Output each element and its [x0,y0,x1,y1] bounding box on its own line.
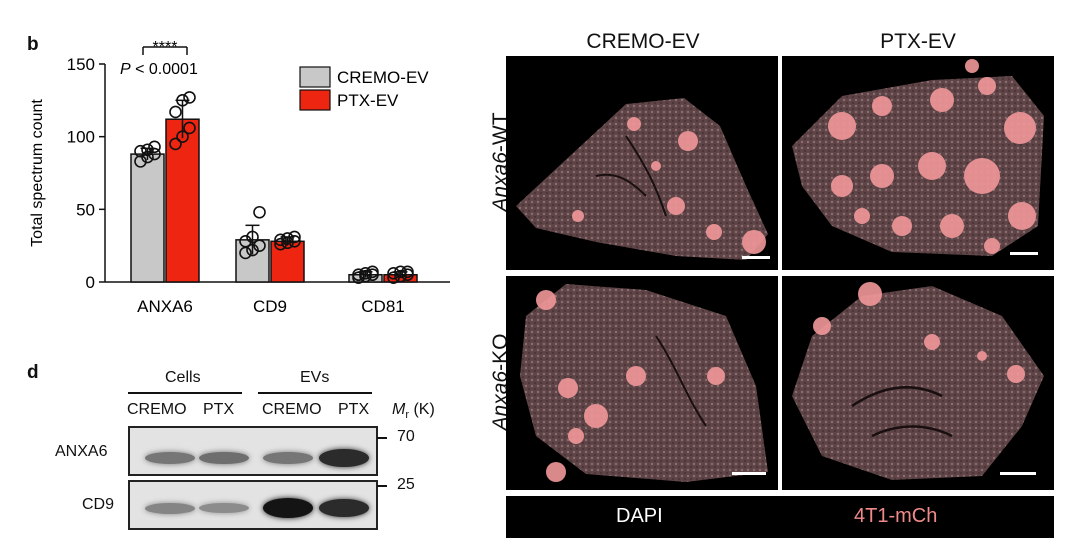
chart-legend: CREMO-EV PTX-EV [299,66,429,111]
blot-band [199,502,249,514]
data-point [176,94,189,107]
blot-band [145,451,195,465]
y-tick-label: 50 [76,200,95,219]
blot-strip-anxa6 [128,426,378,476]
data-point [246,230,259,244]
bar-cremo-ev [130,153,165,283]
scale-bar [742,256,770,259]
scale-bar [1010,252,1038,255]
y-tick-label: 100 [67,128,95,147]
data-point [394,265,407,279]
data-point [366,265,379,279]
blot-band [263,451,313,465]
scale-bar [732,472,766,475]
marker-25: 25 [397,476,415,493]
protein-label-anxa6: ANXA6 [55,443,108,460]
y-tick-label: 150 [67,55,95,74]
group-cells-line [128,392,242,394]
panel-d-letter: d [27,362,39,383]
data-point [288,235,301,248]
lane-label-2: PTX [203,401,235,418]
data-point [148,147,161,161]
legend-label-cremo-ev: CREMO-EV [337,68,429,87]
significance-stars: **** [153,40,178,56]
data-point [183,121,196,135]
data-point [141,143,154,157]
data-point [134,155,147,168]
x-tick-label: CD9 [253,297,287,316]
micrograph-ko-cremo [506,276,778,490]
data-point [134,144,147,158]
mr-symbol: M [392,401,406,418]
data-point [169,137,182,151]
data-point [246,243,259,257]
blot-strip-cd9 [128,480,378,530]
data-point [253,205,266,219]
group-cells-label: Cells [165,369,201,386]
lane-label-4: PTX [338,401,370,418]
blot-band [145,502,195,514]
lung-section-ko-ptx [792,282,1044,480]
blot-band [263,498,313,518]
x-tick-label: ANXA6 [137,297,193,316]
column-header-cremo-ev: CREMO-EV [586,30,700,53]
data-point [352,268,365,282]
blot-band [199,451,249,465]
marker-tick-25 [377,485,387,487]
bar-chart: 0 50 100 150 Total spectrum count ANXA6 CD9 CD8… [29,40,450,316]
stain-legend: DAPI 4T1-mCh [506,496,1054,538]
group-evs-line [258,392,372,394]
micrograph-wt-cremo [506,56,778,270]
data-point [394,269,407,283]
micrograph-wt-ptx [782,56,1054,270]
stain-4t1-mch: 4T1-mCh [854,505,938,527]
marker-tick-70 [377,437,387,439]
stain-dapi: DAPI [616,505,663,527]
lane-label-3: CREMO [262,401,322,418]
blot-band [319,498,369,518]
data-point [288,230,301,244]
p-value-italic: P [120,61,131,78]
legend-label-ptx-ev: PTX-EV [337,91,399,110]
bar-ptx-ev [165,118,200,283]
panel-b-letter: b [27,34,39,55]
data-point [359,266,372,280]
data-point [274,233,287,247]
data-point [239,235,252,248]
data-point [176,130,189,143]
column-header-ptx-ev: PTX-EV [880,30,956,53]
marker-70: 70 [397,428,415,445]
data-point [148,140,161,154]
y-axis-label: Total spectrum count [29,99,46,247]
y-tick-label: 0 [86,273,95,292]
p-value-rest: < 0.0001 [131,61,198,78]
lane-label-1: CREMO [127,401,187,418]
mr-unit: (K) [409,401,435,418]
group-evs-label: EVs [300,369,330,386]
data-point [387,266,400,280]
data-point [253,239,266,252]
lung-section-wt-cremo [516,98,768,260]
data-point [183,91,196,104]
x-tick-label: CD81 [361,297,404,316]
micrograph-ko-ptx [782,276,1054,490]
p-value: P < 0.0001 [120,61,198,78]
scale-bar [1000,472,1036,475]
blot-band [319,448,369,468]
lung-section-wt-ptx [792,59,1044,256]
data-point [169,105,182,119]
lung-section-ko-cremo [520,284,768,482]
mr-subscript: r [405,409,409,422]
mr-label: Mr (K) [392,401,435,421]
legend-swatch-ptx-ev [299,89,331,111]
data-point [401,265,414,279]
data-point [281,232,294,245]
legend-swatch-cremo-ev [299,66,331,88]
protein-label-cd9: CD9 [82,496,115,513]
